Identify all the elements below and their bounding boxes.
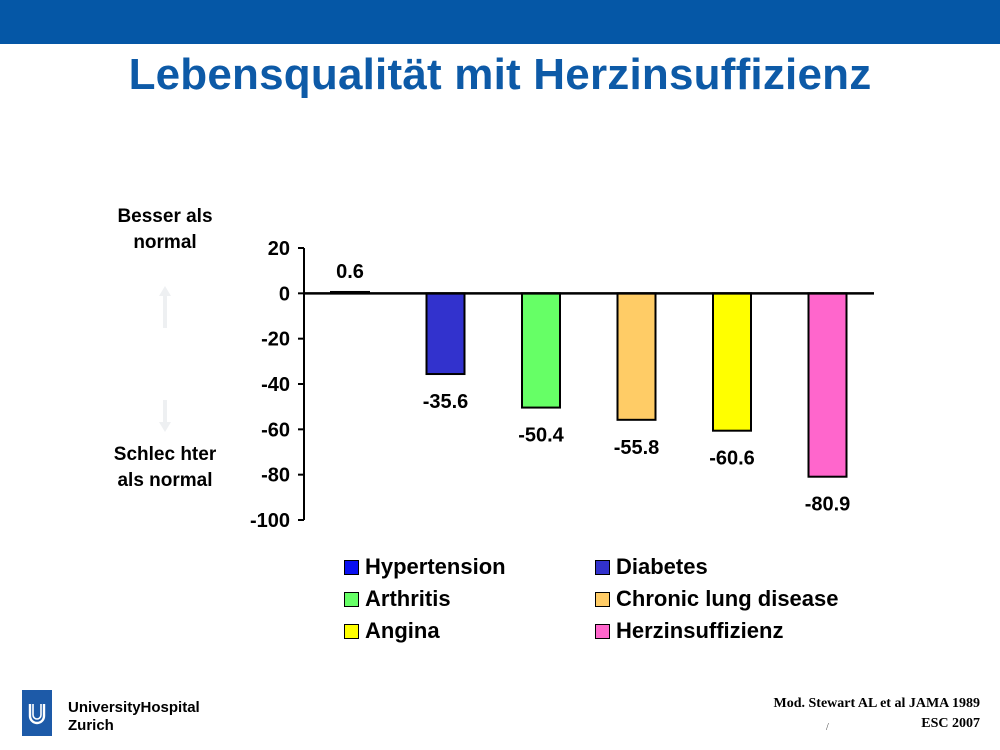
legend-swatch (344, 591, 359, 607)
data-label: -55.8 (614, 437, 660, 459)
worse-than-normal-label: Schlec hter als normal (113, 444, 217, 491)
y-tick-label: -20 (261, 329, 290, 351)
citation-line1: Mod. Stewart AL et al JAMA 1989 (773, 696, 980, 711)
better-than-normal-label: Besser als normal (117, 206, 213, 253)
hospital-name: UniversityHospital Zurich (68, 699, 200, 735)
legend-item: Angina (344, 618, 440, 644)
data-label: -35.6 (423, 391, 469, 413)
y-tick-label: -40 (261, 374, 290, 396)
bar (712, 292, 752, 432)
legend-item: Herzinsuffizienz (595, 618, 783, 644)
bar (425, 292, 466, 376)
citation-line2: ESC 2007 (921, 716, 980, 731)
y-tick-label: -100 (250, 510, 290, 532)
bar-chart: 20 0 -20 -40 -60 -80 -100 0.6 -35.6 -50.4 -55.8 -60… (250, 238, 874, 532)
hospital-name-line1: UniversityHospital (68, 699, 200, 716)
arrow-up-icon (159, 286, 171, 328)
y-tick-label: -80 (261, 465, 290, 487)
bar (521, 292, 561, 409)
y-tick-label: 20 (268, 238, 290, 260)
legend-item: Chronic lung disease (595, 586, 839, 612)
y-tick-label: -60 (261, 419, 290, 441)
legend-label: Herzinsuffizienz (616, 618, 784, 643)
arrow-down-icon (159, 400, 171, 432)
slide-title: Lebensqualität mit Herzinsuffizienz (128, 50, 872, 99)
legend-swatch (595, 623, 610, 639)
header-bar (0, 0, 1000, 44)
bar (807, 292, 848, 478)
data-label: 0.6 (336, 261, 364, 283)
data-label: -80.9 (805, 494, 851, 516)
citation: Mod. Stewart AL et al JAMA 1989 ESC 2007 (774, 694, 980, 734)
legend-swatch (344, 559, 359, 575)
legend-item: Hypertension (344, 554, 506, 580)
legend-swatch (344, 623, 359, 639)
data-label: -60.6 (709, 448, 755, 470)
legend-swatch (595, 591, 610, 607)
university-hospital-logo-icon (22, 690, 52, 736)
legend-label: Hypertension (365, 554, 506, 579)
data-label: -50.4 (518, 425, 564, 447)
legend-label: Chronic lung disease (616, 586, 839, 611)
page-mark: / (826, 722, 829, 733)
legend-item: Diabetes (595, 554, 708, 580)
y-tick-label: 0 (279, 283, 290, 305)
bar (616, 292, 657, 421)
legend-label: Angina (365, 618, 440, 643)
legend-label: Arthritis (365, 586, 451, 611)
legend-swatch (595, 559, 610, 575)
legend-item: Arthritis (344, 586, 451, 612)
legend-label: Diabetes (616, 554, 708, 579)
hospital-name-line2: Zurich (68, 717, 114, 734)
